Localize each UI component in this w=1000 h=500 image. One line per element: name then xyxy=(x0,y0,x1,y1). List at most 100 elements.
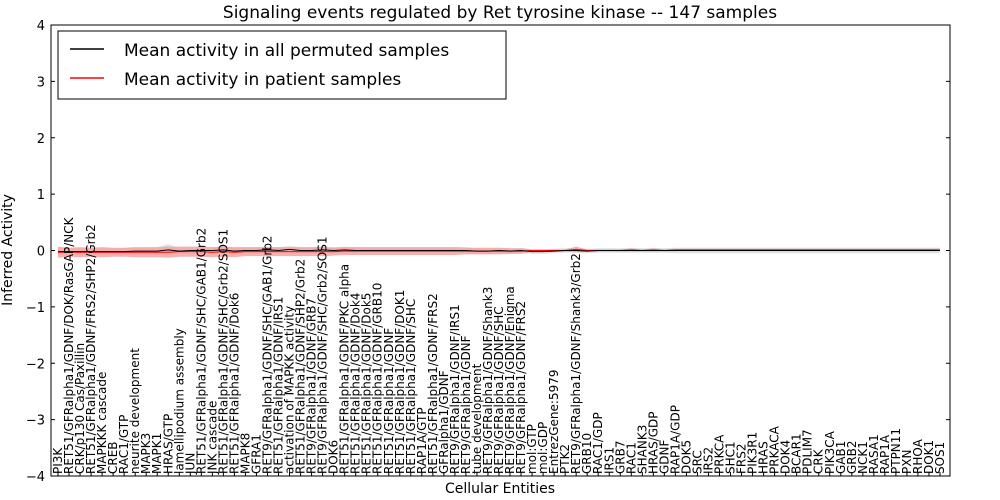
x-tick-label: MAPK1 xyxy=(150,433,164,474)
x-tick-label: RET9/GFRalpha1/GDNF/SHC/GAB1/Grb2 xyxy=(261,235,275,474)
permuted-mean-line xyxy=(58,248,940,253)
x-tick-label: RASA1 xyxy=(867,434,881,474)
x-tick-label: RET51/GFRalpha1/GDNF xyxy=(382,328,396,474)
y-tick-label: −2 xyxy=(26,357,45,372)
x-tick-label: activation of MAPKK activity xyxy=(283,306,297,474)
x-tick-label: NCK1 xyxy=(856,441,870,474)
x-tick-label: HRAS/GDP xyxy=(646,411,660,474)
x-axis-label: Cellular Entities xyxy=(445,481,555,497)
x-tick-label: SOS1 xyxy=(933,442,947,474)
x-tick-label: DOK1 xyxy=(922,440,936,474)
x-tick-label: RET51/GFRalpha1/GDNF/IRS1 xyxy=(272,297,286,474)
x-tick-label: RET51/GFRalpha1/GDNF/PKC alpha xyxy=(338,264,352,474)
x-tick-label: RET51/GFRalpha1/GDNF/SHC xyxy=(404,299,418,474)
x-tick-label: RET51/GFRalpha1/GDNF/DOK/RasGAP/NCK xyxy=(62,216,76,474)
x-tick-label: RAC1/GTP xyxy=(117,415,131,474)
patient-mean-line xyxy=(58,248,940,253)
x-tick-label: RET9/GFRalpha1/GDNF/FRS2 xyxy=(514,301,528,474)
x-tick-label: GFRalpha1/GDNF xyxy=(437,370,451,474)
x-tick-label: PRKCA xyxy=(713,434,727,474)
x-tick-label: mol:GDP xyxy=(536,422,550,474)
x-tick-label: RHOA xyxy=(911,438,925,474)
x-tick-label: PTPN11 xyxy=(889,428,903,474)
x-tick-label: RET9/GFRalpha1/GDNF/IRS1 xyxy=(448,304,462,474)
x-tick-label: RAC1/GDP xyxy=(591,412,605,474)
x-tick-label: IRS1 xyxy=(602,447,616,474)
x-tick-label: CREB xyxy=(106,441,120,474)
x-tick-label: RET51/GFRalpha1/GDNF/SHP2/Grb2 xyxy=(294,259,308,474)
legend-box xyxy=(57,30,507,100)
x-tick-label: RET51/GFRalpha1/GDNF/Dok5 xyxy=(360,293,374,474)
x-tick-label: SRC xyxy=(691,450,705,474)
x-tick-label: RAP1A xyxy=(878,434,892,474)
x-tick-label: PRKACA xyxy=(768,425,782,474)
chart-title: Signaling events regulated by Ret tyrosi… xyxy=(223,3,777,23)
y-tick-label: −1 xyxy=(26,301,45,316)
x-tick-label: GFRA1 xyxy=(249,434,263,474)
x-tick-label: RAP1A/GTP xyxy=(415,407,429,474)
x-tick-label: neurite development xyxy=(128,348,142,474)
y-tick-label: 3 xyxy=(37,75,45,90)
x-tick-label: PIK3R1 xyxy=(746,432,760,474)
legend: Mean activity in all permuted samples Me… xyxy=(57,30,507,100)
x-tick-label: RET9/GFRalpha1/GDNF/Shank3/Grb2 xyxy=(569,253,583,474)
x-tick-label: RET51/GFRalpha1/GDNF/FRS2/SHP2/Grb2 xyxy=(84,224,98,474)
y-tick-label: −3 xyxy=(26,414,45,429)
x-tick-label: tube development xyxy=(470,363,484,474)
x-tick-label: HRAS/GTP xyxy=(161,414,175,474)
x-tick-label: FRS2 xyxy=(735,444,749,475)
x-tick-label: PIK3CA xyxy=(823,430,837,474)
x-tick-label: GRB7 xyxy=(613,440,627,474)
y-tick-label: 2 xyxy=(37,132,45,147)
x-tick-label: JNK cascade xyxy=(205,401,219,475)
x-tick-label: PI3K xyxy=(51,447,65,474)
x-tick-label: lamellipodium assembly xyxy=(172,328,186,474)
x-tick-label: JUN xyxy=(183,453,197,475)
x-tick-label: RAP1A/GDP xyxy=(668,405,682,474)
x-tick-label: RAC1 xyxy=(624,442,638,474)
y-axis-label: Inferred Activity xyxy=(0,194,16,306)
x-tick-label: HRAS xyxy=(757,441,771,474)
x-tick-label: PDLIM7 xyxy=(801,429,815,474)
x-tick-label: PXN xyxy=(900,450,914,474)
x-tick-label: RET9/GFRalpha1/GDNF/Shank3 xyxy=(481,287,495,474)
x-tick-label: RET51/GFRalpha1/GDNF/Dok6 xyxy=(227,293,241,474)
x-tick-label: DOK6 xyxy=(327,440,341,474)
x-tick-label: mol:GTP xyxy=(525,424,539,474)
x-tick-label: DOK4 xyxy=(779,440,793,474)
x-tick-label: RET9/GFRalpha1/GDNF/SHC/Grb2/SOS1 xyxy=(316,236,330,474)
x-tick-label: MAPK3 xyxy=(139,433,153,474)
x-tick-label: SHC1 xyxy=(724,441,738,474)
x-tick-label: GRB10 xyxy=(580,433,594,474)
x-tick-label: IRS2 xyxy=(702,447,716,474)
x-tick-label: RET51/GFRalpha1/GDNF/SHC/GAB1/Grb2 xyxy=(194,228,208,474)
legend-label-patient: Mean activity in patient samples xyxy=(124,70,401,90)
y-tick-label: 4 xyxy=(37,19,45,34)
x-tick-label: BCAR1 xyxy=(790,433,804,474)
x-tick-label: CRK/p130 Cas/Paxillin xyxy=(73,343,87,474)
x-tick-label: GDNF xyxy=(657,439,671,474)
x-tick-label: RET9/GFRalpha1/GDNF xyxy=(459,335,473,474)
y-tick-label: 0 xyxy=(37,245,45,260)
x-tick-label: DOK5 xyxy=(679,440,693,474)
x-tick-label: RET51/GFRalpha1/GDNF/DOK1 xyxy=(393,290,407,474)
legend-label-permuted: Mean activity in all permuted samples xyxy=(124,41,449,61)
x-tick-label: RET9/GFRalpha1/GDNF/GRB7 xyxy=(305,298,319,474)
x-tick-label: CRK xyxy=(812,448,826,474)
x-tick-label: RET51/GFRalpha1/GDNF/FRS2 xyxy=(426,293,440,474)
x-tick-label: MAPK8 xyxy=(238,433,252,474)
x-tick-label: RET9/GFRalpha1/GDNF/Enigma xyxy=(503,286,517,474)
x-tick-label: EntrezGene:5979 xyxy=(547,370,561,475)
x-tick-label: RET51/GFRalpha1/GDNF/Dok4 xyxy=(349,293,363,474)
x-tick-label: SHANK3 xyxy=(635,425,649,474)
x-tick-label: MAPKKK cascade xyxy=(95,372,109,474)
x-tick-label: GAB1 xyxy=(834,441,848,474)
x-tick-label: RET51/GFRalpha1/GDNF/GRB10 xyxy=(371,283,385,474)
x-tick-label: GRB2 xyxy=(845,440,859,474)
y-tick-label: 1 xyxy=(37,188,45,203)
x-tick-label: RET51/GFRalpha1/GDNF/SHC/Grb2/SOS1 xyxy=(216,229,230,474)
x-tick-label: PTK2 xyxy=(558,444,572,474)
y-tick-label: −4 xyxy=(26,470,45,485)
x-tick-label: RET9/GFRalpha1/GDNF/SHC xyxy=(492,306,506,474)
